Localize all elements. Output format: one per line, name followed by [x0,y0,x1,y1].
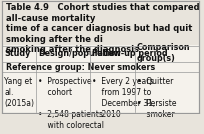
Text: Study: Study [4,49,30,58]
Text: Yang et
al.
(2015a): Yang et al. (2015a) [4,77,34,108]
Text: Follow-up period: Follow-up period [92,49,168,58]
FancyBboxPatch shape [2,1,199,113]
FancyBboxPatch shape [2,46,199,62]
Text: Table 4.9   Cohort studies that compared all-cause mortality
time of a cancer di: Table 4.9 Cohort studies that compared a… [6,3,200,54]
Text: Design/population: Design/population [38,49,121,58]
Text: •  Every 2 years
    from 1997 to
    December 31,
    2010: • Every 2 years from 1997 to December 31… [92,77,156,119]
Text: •  Prospective
    cohort

•  2,548 patients
    with colorectal: • Prospective cohort • 2,548 patients wi… [38,77,104,130]
Text: Comparison
group(s): Comparison group(s) [137,43,190,63]
FancyBboxPatch shape [2,1,199,44]
Text: •  Quitter

•  Persiste
    smoker: • Quitter • Persiste smoker [137,77,176,119]
Text: Reference group: Never smokers: Reference group: Never smokers [6,63,155,72]
